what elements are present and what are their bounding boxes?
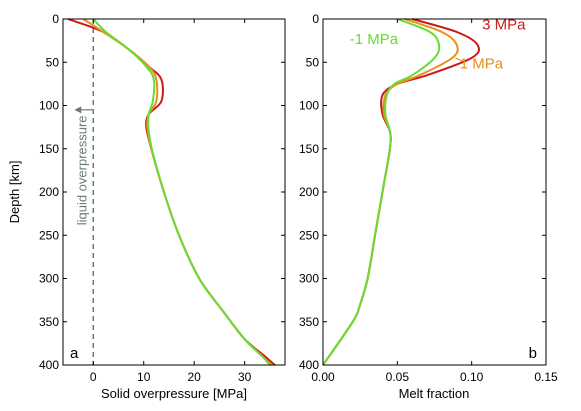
series-label: 3 MPa — [482, 16, 526, 33]
series-line-2 — [92, 18, 271, 366]
y-tick-label: 300 — [39, 272, 59, 286]
series-label: 1 MPa — [460, 55, 504, 72]
y-tick-label: 50 — [306, 55, 320, 69]
series-line-3mpa — [322, 18, 481, 366]
x-tick-label: 10 — [137, 370, 151, 384]
y-tick-label: 0 — [52, 12, 59, 26]
x-tick-label: 0.05 — [386, 370, 410, 384]
y-tick-label: 300 — [299, 272, 319, 286]
one-mpa-pointer — [455, 57, 463, 62]
panel-b-frame — [322, 18, 547, 366]
x-tick-label: 0.15 — [534, 370, 558, 384]
liquid-overpressure-label: liquid overpressure — [74, 115, 89, 225]
x-tick-label: 0 — [90, 370, 97, 384]
y-tick-label: 400 — [299, 358, 319, 372]
y-tick-label: 100 — [299, 99, 319, 113]
panel-a: liquid overpressure 0 10 20 300501001502002… — [7, 12, 286, 401]
panel-a-xlabel: Solid overpressure [MPa] — [101, 386, 247, 401]
y-tick-label: 200 — [39, 185, 59, 199]
series-label: -1 MPa — [350, 31, 399, 48]
panel-b-label: b — [529, 345, 537, 362]
y-tick-label: 250 — [39, 228, 59, 242]
y-tick-label: 0 — [312, 12, 319, 26]
x-tick-label: 20 — [188, 370, 202, 384]
y-tick-label: 150 — [299, 142, 319, 156]
panel-a-frame — [62, 18, 286, 366]
y-tick-label: 350 — [39, 315, 59, 329]
x-tick-label: 0.00 — [311, 370, 335, 384]
y-tick-label: 150 — [39, 142, 59, 156]
y-tick-label: 400 — [39, 358, 59, 372]
panel-b: 3 MPa 1 MPa -1 MPa 0.00 0.05 0.10 0.15 0 50 100 1… — [299, 12, 558, 401]
series-line--1mpa — [322, 18, 441, 366]
panel-a-label: a — [70, 345, 79, 362]
series-line-1 — [82, 18, 274, 366]
y-tick-label: 200 — [299, 185, 319, 199]
x-tick-label: 0.10 — [460, 370, 484, 384]
y-tick-label: 350 — [299, 315, 319, 329]
panel-b-xlabel: Melt fraction — [399, 386, 470, 401]
liquid-overpressure-arrowhead — [74, 106, 82, 114]
y-tick-label: 50 — [46, 55, 60, 69]
y-tick-label: 100 — [39, 99, 59, 113]
series-line-0 — [67, 18, 276, 366]
x-tick-label: 30 — [238, 370, 252, 384]
panel-a-ylabel: Depth [km] — [7, 161, 22, 224]
y-tick-label: 250 — [299, 228, 319, 242]
